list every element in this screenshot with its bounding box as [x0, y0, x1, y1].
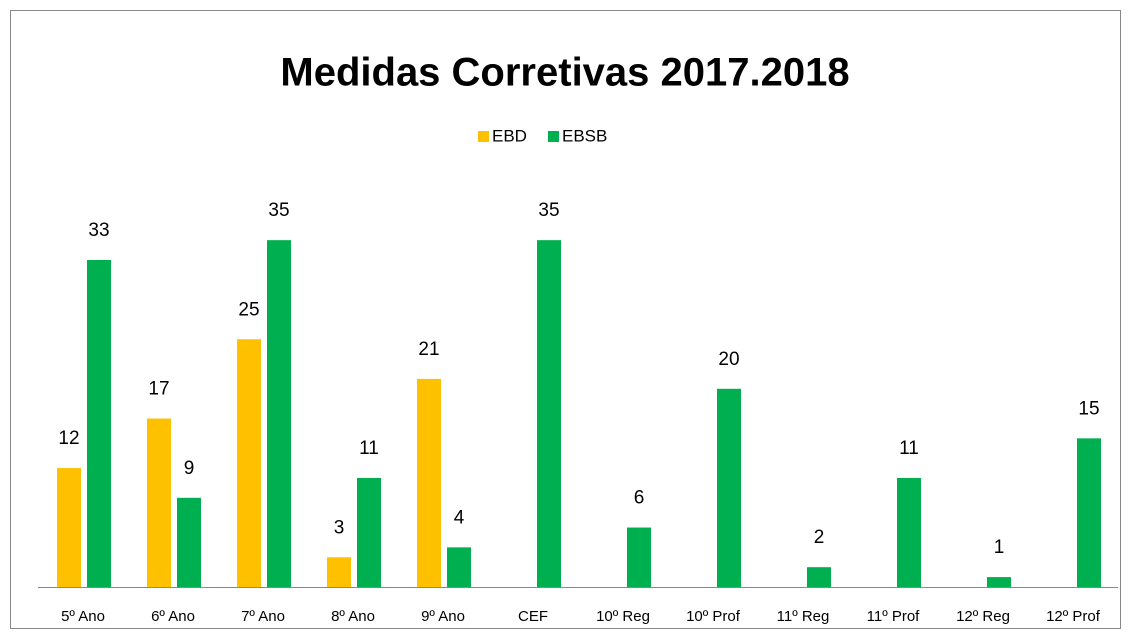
bar: [717, 388, 741, 587]
data-label: 9: [184, 458, 195, 479]
x-tick-label: 9º Ano: [421, 608, 465, 625]
bar: [627, 527, 651, 587]
bar: [57, 468, 81, 587]
x-tick-label: 11º Reg: [777, 608, 830, 625]
x-tick-label: 12º Prof: [1046, 608, 1101, 625]
data-label: 6: [634, 488, 645, 509]
legend-label: EBSB: [562, 126, 607, 145]
data-label: 11: [359, 438, 379, 459]
data-label: 33: [88, 220, 109, 241]
x-tick-label: 5º Ano: [61, 608, 105, 625]
x-tick-label: 11º Prof: [867, 608, 921, 625]
legend-label: EBD: [492, 126, 527, 145]
bar: [147, 418, 171, 587]
data-label: 11: [899, 438, 919, 459]
legend-swatch: [478, 131, 489, 142]
bar: [807, 567, 831, 587]
bar: [987, 577, 1011, 587]
data-label: 21: [418, 339, 439, 360]
data-label: 12: [58, 428, 79, 449]
data-label: 2: [814, 527, 825, 548]
data-label: 4: [454, 507, 465, 528]
data-label: 20: [718, 349, 739, 370]
bar: [357, 477, 381, 587]
data-label: 1: [994, 537, 1005, 558]
data-label: 15: [1078, 398, 1099, 419]
x-tick-label: 10º Prof: [686, 608, 741, 625]
bar: [87, 259, 111, 587]
data-label: 35: [538, 200, 559, 221]
chart-title: Medidas Corretivas 2017.2018: [280, 51, 849, 95]
bar: [237, 339, 261, 587]
x-tick-label: 10º Reg: [596, 608, 650, 625]
bar: [537, 240, 561, 587]
bar: [447, 547, 471, 587]
legend-swatch: [548, 131, 559, 142]
data-label: 17: [148, 379, 169, 400]
x-tick-label: CEF: [518, 608, 548, 625]
bar: [417, 378, 441, 587]
data-label: 25: [238, 299, 259, 320]
bar: [177, 497, 201, 587]
bar: [267, 240, 291, 587]
x-tick-label: 7º Ano: [241, 608, 285, 625]
bar: [1077, 438, 1101, 587]
bar: [897, 477, 921, 587]
x-tick-label: 12º Reg: [956, 608, 1010, 625]
x-tick-label: 8º Ano: [331, 608, 375, 625]
data-label: 35: [268, 200, 289, 221]
bar: [327, 557, 351, 587]
x-tick-label: 6º Ano: [151, 608, 195, 625]
data-label: 3: [334, 517, 345, 538]
